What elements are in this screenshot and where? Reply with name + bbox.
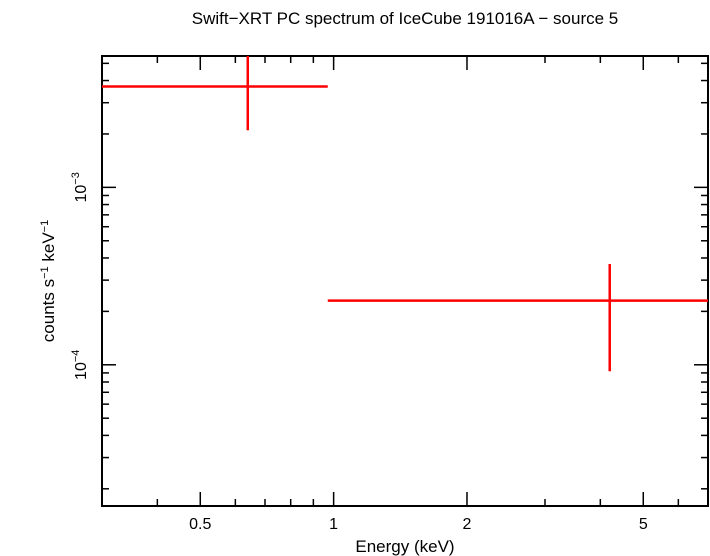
y-axis-ticks: [102, 62, 708, 490]
y-axis-tick-labels: 10−310−4: [70, 172, 90, 380]
y-label-part: keV: [39, 232, 58, 267]
data-point: [102, 56, 328, 131]
x-axis-ticks: [101, 56, 709, 506]
y-axis-label: counts s−1 keV−1: [39, 220, 58, 342]
data-series: [102, 56, 708, 372]
data-point: [327, 263, 708, 372]
plot-frame: [101, 55, 709, 507]
y-tick-label: 10−3: [70, 172, 90, 202]
y-tick-exponent: −4: [70, 350, 82, 363]
x-axis-tick-labels: 0.5 1 2 5: [189, 516, 648, 533]
x-tick-label: 2: [463, 516, 472, 533]
y-tick-exponent: −3: [70, 172, 82, 185]
x-tick-label: 5: [639, 516, 648, 533]
y-label-sup: −1: [39, 266, 51, 279]
y-tick-base: 10: [73, 185, 90, 203]
y-tick-base: 10: [73, 362, 90, 380]
y-tick-label: 10−4: [70, 350, 90, 380]
x-axis-label: Energy (keV): [355, 537, 454, 556]
y-label-part: counts s: [39, 279, 58, 342]
chart-title: Swift−XRT PC spectrum of IceCube 191016A…: [192, 9, 619, 28]
y-label-sup: −1: [39, 220, 51, 233]
plot-area: [101, 55, 709, 507]
x-tick-label: 1: [329, 516, 338, 533]
x-tick-label: 0.5: [189, 516, 211, 533]
